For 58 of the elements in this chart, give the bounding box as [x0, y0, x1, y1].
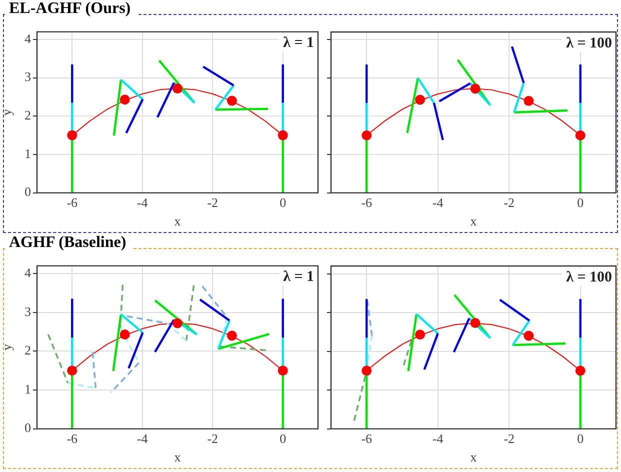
annotation: λ = 100 [566, 269, 612, 286]
y-tick-label: 1 [24, 146, 31, 161]
point [524, 330, 534, 341]
y-tick-label: 0 [24, 184, 31, 200]
point [172, 318, 182, 328]
point [575, 366, 586, 376]
x-tick-label: 0 [577, 431, 584, 446]
x-tick-label: -6 [66, 195, 78, 210]
point [67, 366, 78, 376]
x-tick-label: 0 [280, 195, 286, 210]
point [415, 330, 426, 340]
point [278, 130, 288, 140]
y-tick-label: 4 [24, 264, 32, 280]
x-tick-label: -2 [504, 195, 515, 210]
y-axis-title: y [0, 108, 14, 116]
point [575, 130, 586, 140]
point [120, 94, 130, 105]
y-tick-label: 2 [24, 342, 31, 358]
chart-title: AGHF (Baseline) [5, 234, 132, 252]
chart-title: EL-AGHF (Ours) [5, 0, 137, 18]
point [120, 329, 130, 340]
y-tick-label: 3 [24, 304, 31, 319]
x-tick-label: -6 [361, 195, 373, 210]
x-tick-label: 0 [577, 195, 584, 210]
x-axis-title: x [174, 450, 182, 465]
y-tick-label: 3 [24, 69, 31, 84]
x-tick-label: -6 [66, 431, 78, 446]
x-tick-label: -2 [207, 195, 218, 210]
x-tick-label: -4 [136, 431, 148, 446]
point [362, 130, 372, 140]
y-axis-title: y [0, 344, 14, 351]
point [226, 330, 237, 341]
y-tick-label: 1 [24, 381, 31, 396]
annotation: λ = 1 [283, 269, 314, 286]
point [67, 130, 78, 140]
x-axis-title: x [470, 214, 478, 229]
point [362, 366, 372, 376]
x-tick-label: 0 [280, 431, 286, 446]
x-tick-label: -4 [136, 195, 148, 210]
point [470, 84, 480, 94]
point [226, 96, 237, 106]
x-axis-title: x [174, 214, 182, 229]
x-tick-label: -2 [207, 431, 218, 446]
point [415, 94, 426, 105]
x-tick-label: -2 [504, 431, 515, 446]
x-tick-label: -4 [432, 431, 444, 446]
y-tick-label: 0 [24, 420, 31, 436]
point [172, 84, 182, 94]
x-axis-title: x [470, 450, 478, 465]
y-tick-label: 4 [24, 30, 32, 46]
point [470, 318, 480, 328]
y-tick-label: 2 [24, 108, 31, 123]
x-tick-label: -4 [432, 195, 444, 210]
point [278, 366, 288, 376]
annotation: λ = 100 [566, 35, 612, 52]
x-tick-label: -6 [361, 431, 373, 446]
point [524, 96, 534, 106]
annotation: λ = 1 [283, 35, 314, 52]
